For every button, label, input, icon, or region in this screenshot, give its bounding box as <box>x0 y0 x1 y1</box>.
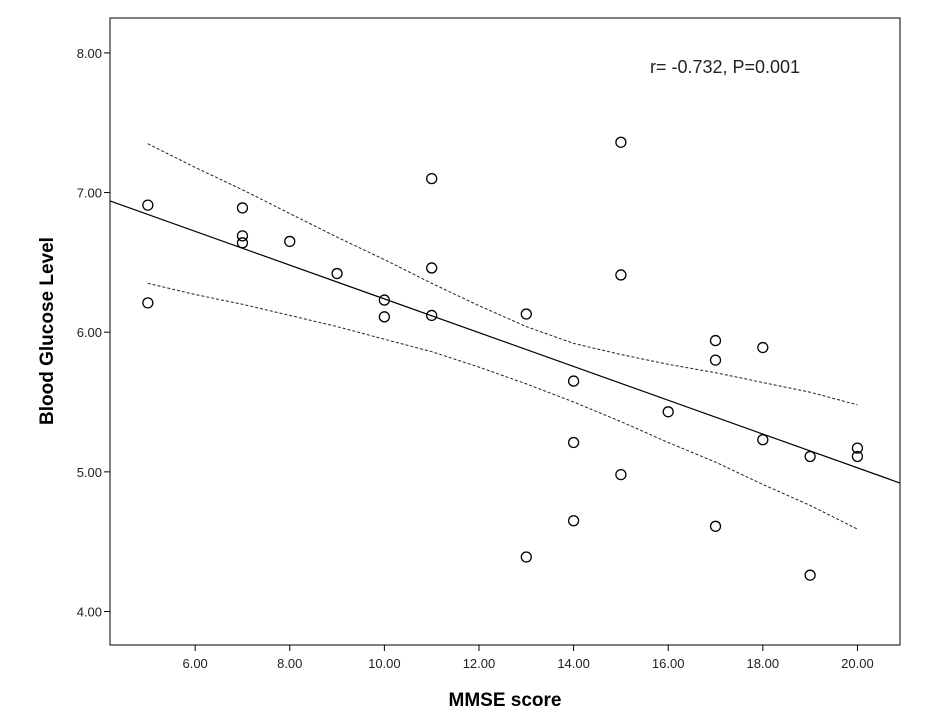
data-point <box>236 230 249 242</box>
y-tick-label: 5.00 <box>77 465 102 480</box>
x-tick-label: 16.00 <box>652 656 685 671</box>
data-point <box>520 308 532 320</box>
data-point <box>757 434 769 446</box>
data-point <box>378 294 391 306</box>
data-point <box>709 520 722 532</box>
data-point <box>567 436 580 449</box>
x-axis: 6.00 8.00 10.00 12.00 14.00 16.00 18.00 20.00 <box>182 645 874 671</box>
data-point <box>709 334 722 347</box>
plot-area <box>109 17 901 646</box>
data-point <box>426 262 438 274</box>
y-tick-label: 7.00 <box>77 186 102 201</box>
data-point <box>757 341 769 354</box>
data-point <box>615 136 627 148</box>
ci-lower-line <box>147 282 858 530</box>
y-tick-label: 6.00 <box>77 325 102 340</box>
data-point <box>804 450 816 463</box>
x-axis-title: MMSE score <box>449 690 562 711</box>
data-points <box>142 136 864 581</box>
correlation-annotation: r= -0.732, P=0.001 <box>650 57 800 77</box>
data-point <box>851 450 864 463</box>
x-tick-label: 8.00 <box>277 656 302 671</box>
data-point <box>142 297 154 309</box>
data-point <box>709 354 722 366</box>
data-point <box>378 311 391 323</box>
data-point <box>284 235 296 248</box>
x-tick-label: 6.00 <box>182 656 207 671</box>
ci-upper-line <box>147 143 858 406</box>
x-tick-label: 10.00 <box>368 656 401 671</box>
confidence-interval-lines <box>147 143 858 530</box>
y-tick-label: 8.00 <box>77 46 102 61</box>
data-point <box>331 267 343 280</box>
data-point <box>520 551 532 563</box>
x-tick-label: 12.00 <box>463 656 496 671</box>
y-axis-title: Blood Glucose Level <box>37 237 58 425</box>
data-point <box>615 269 627 281</box>
data-point <box>236 202 249 214</box>
data-point <box>426 309 438 322</box>
x-tick-label: 20.00 <box>841 656 874 671</box>
y-axis: 4.00 5.00 6.00 7.00 8.00 <box>77 46 110 619</box>
data-point <box>567 375 580 387</box>
data-point <box>851 442 864 454</box>
x-tick-label: 18.00 <box>747 656 780 671</box>
x-tick-label: 14.00 <box>557 656 590 671</box>
data-point <box>567 515 580 527</box>
data-point <box>804 569 816 581</box>
data-point <box>615 468 627 481</box>
y-tick-label: 4.00 <box>77 604 102 619</box>
data-point <box>236 237 249 249</box>
data-point <box>142 199 154 211</box>
data-point <box>662 406 674 418</box>
data-point <box>426 172 438 185</box>
